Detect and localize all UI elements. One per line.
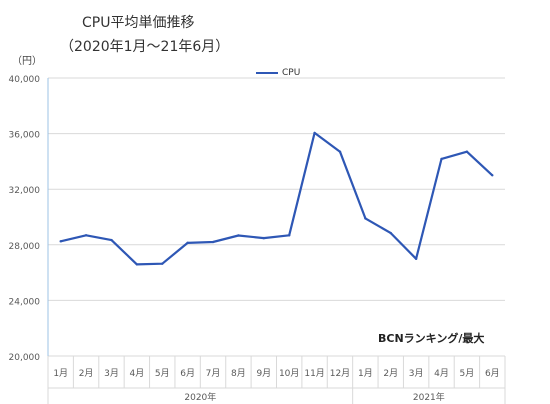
data-point [389, 231, 392, 235]
data-point [186, 241, 189, 245]
x-tick-label: 5月 [460, 368, 475, 379]
x-tick-label: 5月 [155, 368, 170, 379]
data-point [161, 262, 164, 265]
x-tick-label: 1月 [358, 368, 373, 379]
data-point [287, 234, 291, 237]
data-point [414, 257, 418, 261]
y-tick-label: 36,000 [9, 131, 41, 141]
data-point [59, 240, 62, 243]
y-tick-label: 32,000 [9, 186, 41, 196]
x-tick-label: 2月 [383, 368, 398, 379]
chart-subtitle: （2020年1月～21年6月） [60, 39, 230, 55]
chart-title: CPU平均単価推移 [82, 15, 195, 31]
x-tick-label: 12月 [330, 368, 350, 379]
y-tick-label: 28,000 [9, 242, 41, 252]
y-tick-label: 24,000 [9, 297, 41, 307]
legend-swatch-cpu [256, 72, 278, 74]
data-point [491, 174, 494, 177]
data-point [338, 150, 342, 153]
x-tick-label: 6月 [485, 368, 500, 379]
legend: CPU [256, 68, 300, 78]
data-point [135, 263, 139, 266]
y-tick-label: 40,000 [9, 75, 41, 85]
source-note: BCNランキング/最大 [378, 332, 485, 345]
data-point [364, 217, 367, 220]
data-point [440, 157, 443, 161]
x-tick-label: 6月 [180, 368, 195, 379]
data-point [237, 234, 240, 237]
x-group-label: 2020年 [184, 391, 216, 403]
x-tick-label: 11月 [304, 368, 324, 379]
x-tick-label: 3月 [104, 368, 119, 379]
data-point [465, 150, 469, 153]
x-tick-label: 4月 [434, 368, 449, 379]
data-point [313, 131, 316, 135]
x-group-label: 2021年 [413, 391, 445, 403]
data-point [211, 240, 215, 244]
data-point [262, 236, 266, 240]
data-point [110, 238, 113, 242]
x-tick-label: 2月 [79, 368, 94, 379]
x-tick-label: 9月 [256, 368, 271, 379]
legend-label-cpu: CPU [282, 68, 301, 78]
data-point [84, 234, 88, 237]
x-tick-label: 1月 [53, 368, 68, 379]
x-tick-label: 8月 [231, 368, 246, 379]
x-tick-label: 3月 [409, 368, 424, 379]
x-tick-label: 4月 [129, 368, 144, 379]
y-tick-label: 20,000 [9, 353, 41, 363]
x-tick-label: 10月 [279, 368, 299, 379]
y-axis-unit: （円） [12, 56, 42, 67]
series-line-cpu [60, 131, 494, 266]
x-tick-label: 7月 [206, 368, 221, 379]
